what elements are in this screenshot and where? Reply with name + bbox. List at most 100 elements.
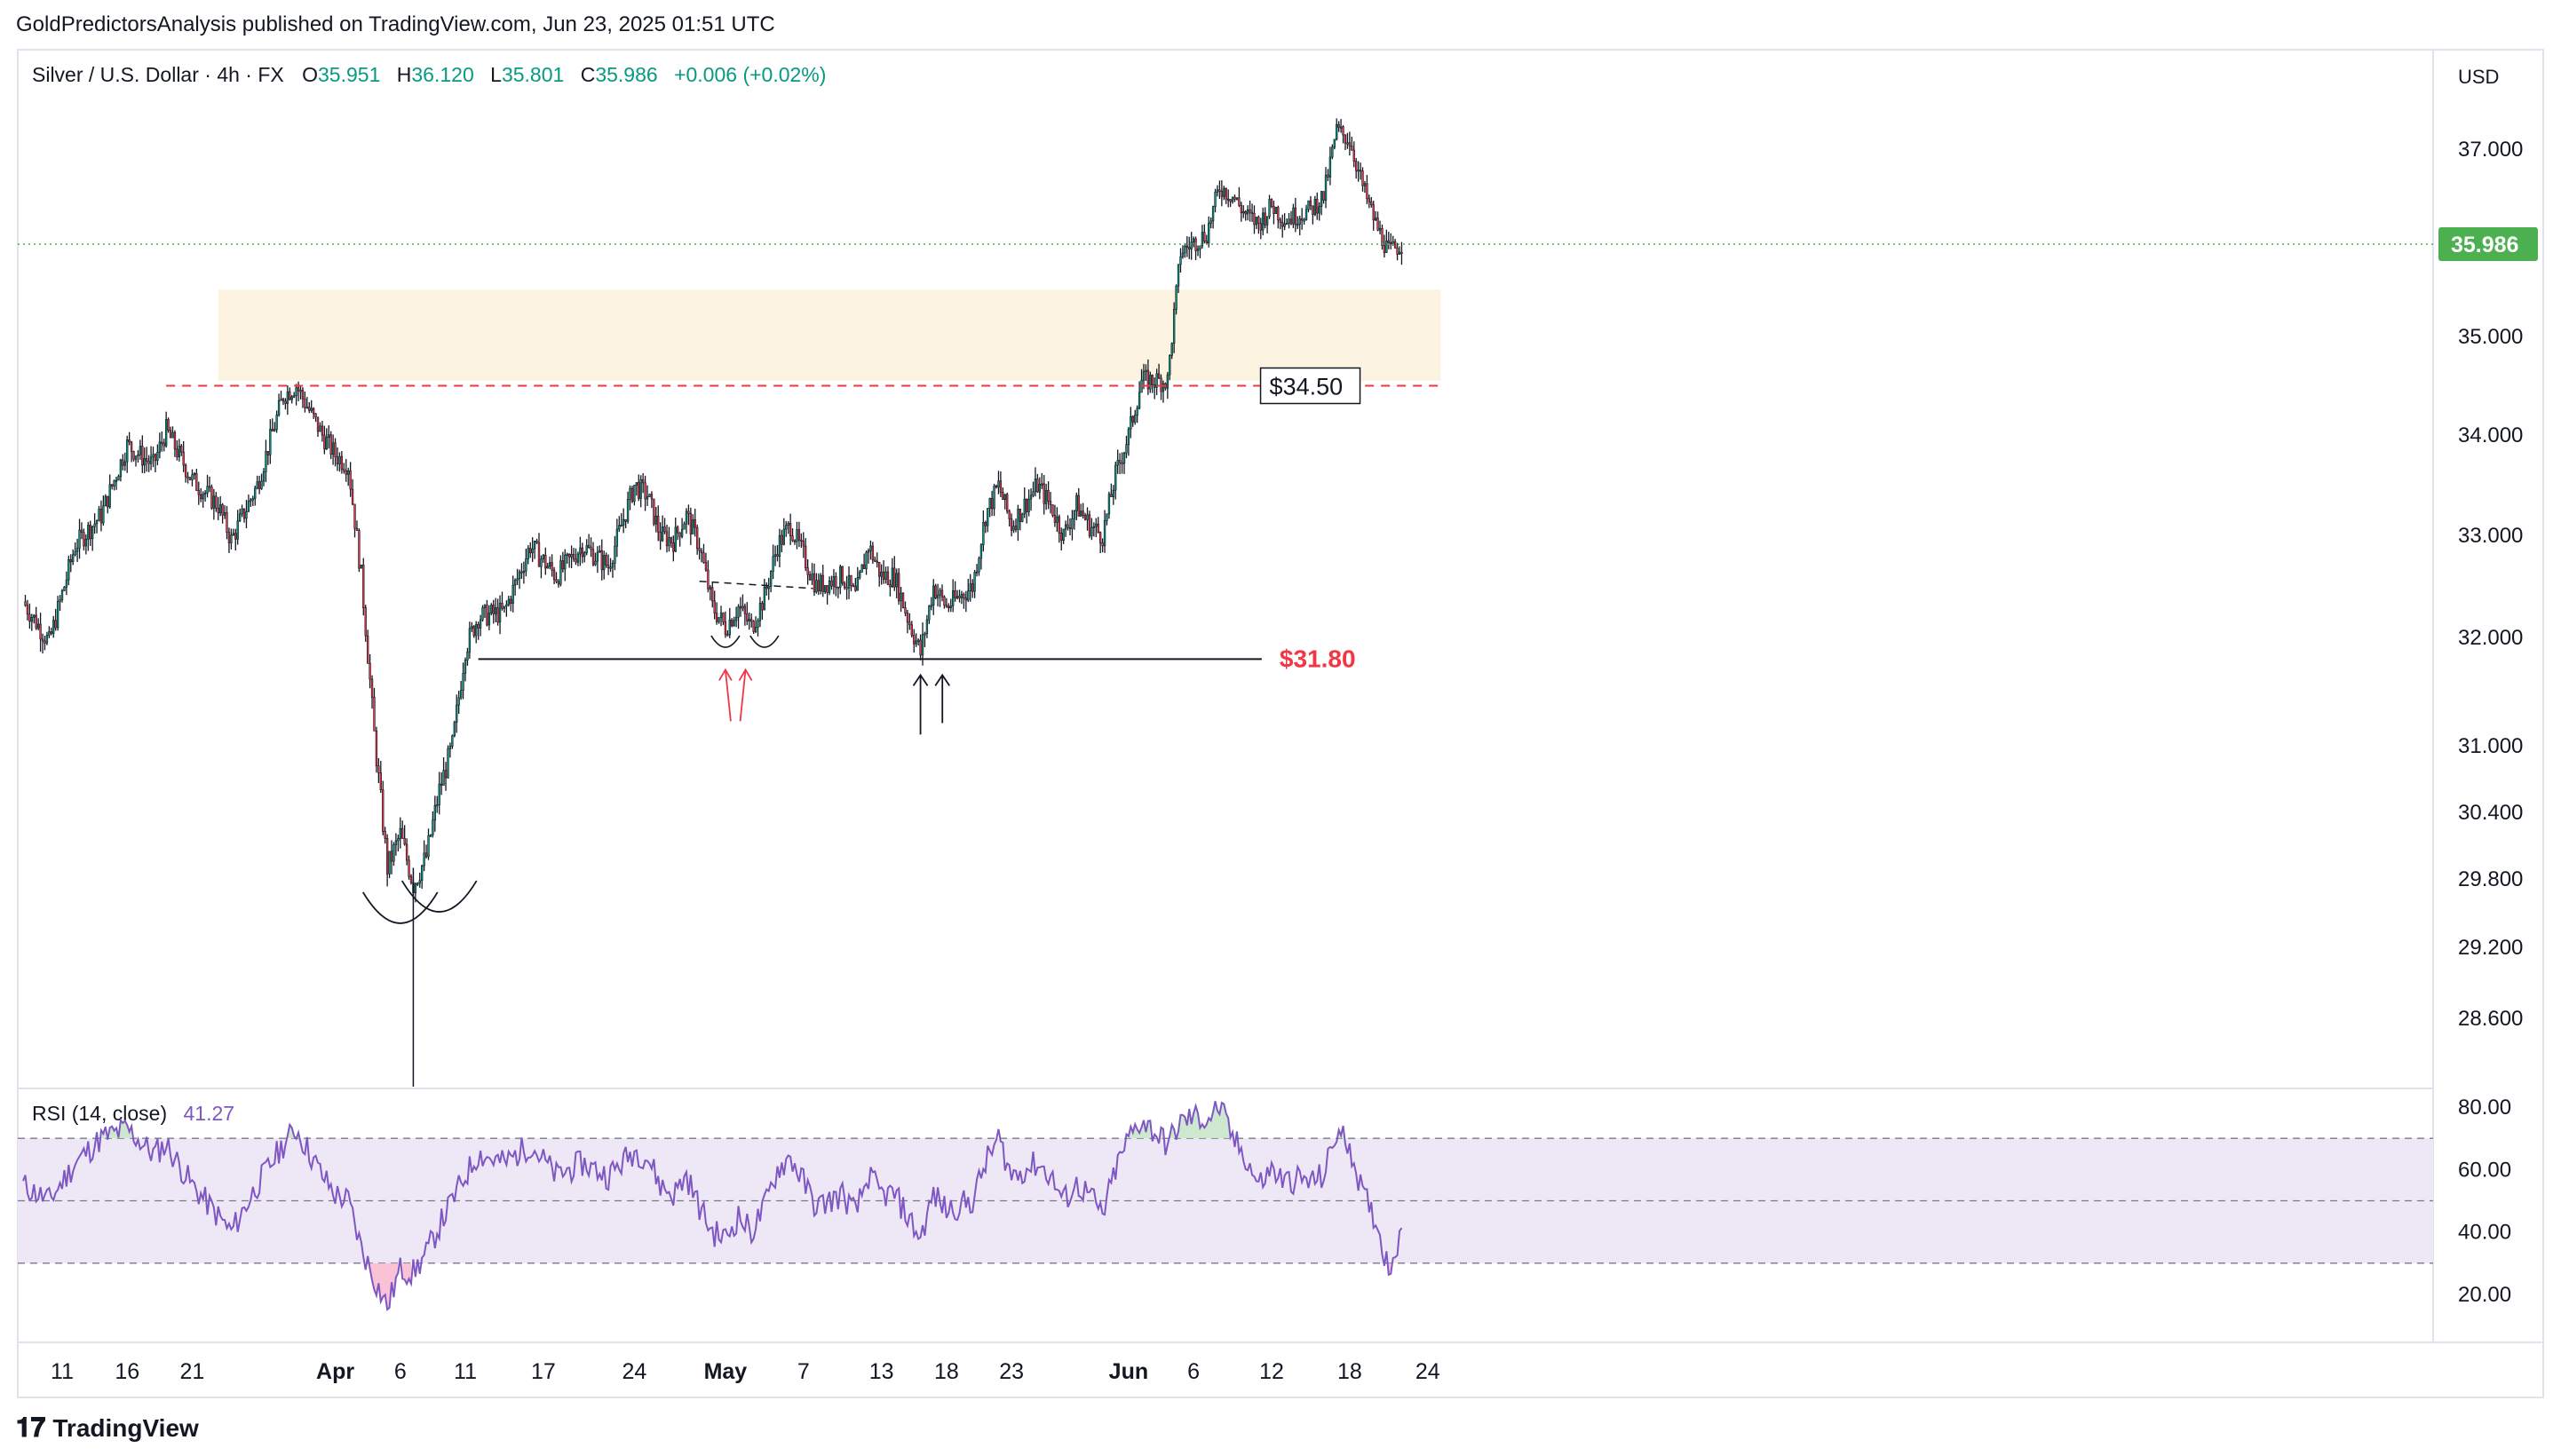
candle-body — [1381, 227, 1384, 247]
candle-body — [1273, 206, 1275, 214]
candle-body — [1220, 190, 1224, 197]
candle-body — [1400, 251, 1403, 254]
candle-body — [889, 584, 892, 588]
candle-body — [1066, 524, 1069, 528]
candle-body — [163, 442, 165, 447]
candle-body — [28, 613, 31, 622]
candle-body — [1098, 532, 1102, 543]
candle-body — [290, 396, 293, 400]
bottom-arc-2 — [400, 880, 478, 913]
candle-body — [314, 413, 317, 418]
candle-body — [1118, 460, 1122, 463]
candle-body — [1043, 483, 1045, 504]
candle-body — [397, 838, 400, 842]
candle-body — [785, 525, 788, 530]
candle-body — [635, 482, 638, 486]
candle-body — [1071, 518, 1074, 529]
candle-body — [364, 607, 367, 637]
candle-body — [757, 620, 759, 628]
candle-body — [1262, 212, 1265, 231]
candle-body — [928, 605, 931, 621]
candle-body — [69, 558, 72, 563]
main-pane[interactable] — [17, 49, 2434, 1089]
candle-body — [36, 623, 40, 629]
candle-body — [1257, 217, 1260, 224]
candle-body — [906, 613, 909, 623]
candle-body — [932, 585, 935, 606]
candle-body — [1233, 196, 1236, 200]
candle-body — [1363, 183, 1367, 186]
candle-body — [390, 851, 393, 862]
time-axis[interactable] — [17, 1341, 2544, 1398]
candle-body — [63, 586, 66, 591]
candle-body — [1366, 183, 1368, 200]
candle-body — [277, 400, 281, 415]
candle-body — [275, 415, 278, 430]
candle-body — [559, 560, 562, 585]
candle-body — [167, 419, 170, 431]
candle-body — [847, 574, 851, 589]
candle-body — [1357, 170, 1360, 172]
time-tick-label: 17 — [531, 1359, 556, 1384]
price-tick-label: 29.200 — [2458, 936, 2523, 960]
candle-body — [1136, 408, 1138, 415]
candle-body — [1138, 392, 1141, 409]
candle-body — [930, 605, 932, 607]
candle-body — [1112, 489, 1114, 497]
candle-body — [1244, 211, 1247, 215]
candle-body — [952, 590, 955, 606]
candle-body — [1214, 192, 1217, 207]
open-label: O — [302, 63, 318, 86]
candle-body — [973, 572, 976, 592]
candle-body — [462, 673, 464, 691]
candle-body — [583, 552, 586, 558]
candle-body — [1339, 126, 1343, 129]
candle-body — [955, 596, 959, 598]
candle-body — [1097, 523, 1099, 533]
candle-body — [815, 580, 818, 593]
candle-body — [781, 534, 783, 545]
candle-body — [1121, 462, 1123, 465]
candle-body — [457, 697, 460, 706]
candle-body — [226, 512, 228, 533]
candle-body — [295, 387, 297, 397]
candle-body — [87, 525, 90, 540]
candle-body — [1227, 198, 1230, 201]
price-axis[interactable] — [2432, 49, 2544, 1343]
candle-body — [1368, 198, 1371, 202]
candle-body — [678, 532, 681, 537]
candle-body — [262, 471, 266, 482]
time-tick-label: 24 — [1415, 1359, 1440, 1384]
candle-body — [1205, 241, 1208, 244]
candle-body — [1170, 343, 1173, 356]
candle-body — [91, 526, 94, 540]
candle-body — [854, 585, 857, 591]
candle-body — [1184, 245, 1186, 254]
symbol-legend: Silver / U.S. Dollar · 4h · FX O35.951 H… — [32, 63, 826, 86]
resistance-zone — [218, 289, 1441, 381]
candle-body — [695, 526, 699, 550]
candle-body — [206, 486, 209, 494]
candle-body — [990, 498, 994, 510]
candle-body — [436, 804, 439, 807]
candle-body — [1056, 516, 1058, 523]
candle-body — [149, 456, 153, 464]
candle-body — [1090, 526, 1093, 536]
candle-body — [1077, 495, 1080, 517]
candle-body — [1146, 369, 1150, 390]
candle-body — [1393, 241, 1397, 249]
candle-body — [427, 835, 430, 858]
candle-body — [668, 537, 670, 547]
candle-body — [590, 547, 592, 550]
candle-body — [1288, 218, 1290, 224]
candle-body — [384, 831, 386, 839]
candle-body — [893, 567, 896, 588]
candle-body — [1125, 444, 1128, 454]
candle-body — [251, 498, 254, 501]
candle-body — [665, 531, 669, 547]
candle-body — [824, 585, 827, 592]
candle-body — [510, 598, 512, 604]
candle-body — [321, 425, 324, 436]
candle-body — [1376, 218, 1379, 231]
